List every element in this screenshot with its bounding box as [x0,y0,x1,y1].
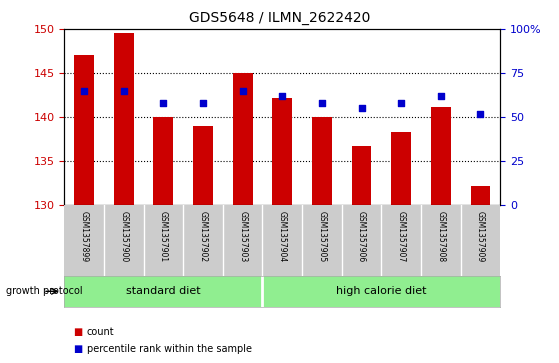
Text: ■: ■ [73,327,82,337]
Point [476,111,485,117]
Text: GSM1357906: GSM1357906 [357,211,366,262]
Bar [312,117,332,205]
Point [437,93,446,99]
Bar [272,98,292,205]
Bar [154,117,173,205]
Text: GSM1357903: GSM1357903 [238,211,247,262]
Text: GSM1357909: GSM1357909 [476,211,485,262]
Text: GSM1357907: GSM1357907 [397,211,406,262]
Text: GSM1357908: GSM1357908 [437,211,446,262]
Point [198,100,207,106]
Text: percentile rank within the sample: percentile rank within the sample [87,344,252,354]
Point [397,100,406,106]
Bar [471,186,490,205]
Text: count: count [87,327,114,337]
Point [278,93,287,99]
Text: high calorie diet: high calorie diet [336,286,427,296]
Text: GDS5648 / ILMN_2622420: GDS5648 / ILMN_2622420 [189,11,370,25]
Text: GSM1357905: GSM1357905 [318,211,326,262]
Text: growth protocol: growth protocol [6,286,82,296]
Bar [74,56,94,205]
Point [119,88,128,94]
Point [238,88,247,94]
Text: standard diet: standard diet [126,286,201,296]
Point [318,100,326,106]
Point [159,100,168,106]
Text: GSM1357900: GSM1357900 [119,211,128,262]
Text: GSM1357901: GSM1357901 [159,211,168,262]
Text: GSM1357902: GSM1357902 [198,211,207,262]
Bar [391,132,411,205]
Bar [193,126,213,205]
Point [357,105,366,111]
Bar [431,106,451,205]
Bar [114,33,134,205]
Text: GSM1357904: GSM1357904 [278,211,287,262]
Bar [352,146,372,205]
Text: ■: ■ [73,344,82,354]
Point [79,88,88,94]
Text: GSM1357899: GSM1357899 [79,211,89,262]
Bar [233,73,253,205]
